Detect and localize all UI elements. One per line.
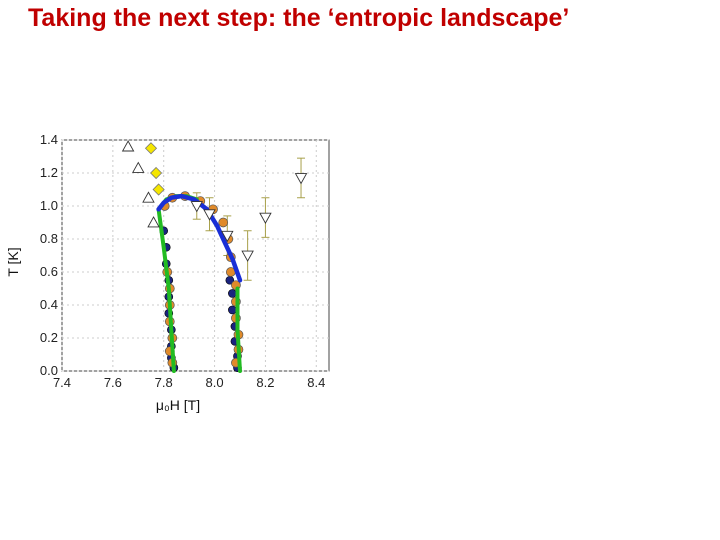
y-tick-label: 1.2 bbox=[40, 165, 58, 180]
y-tick-label: 0.0 bbox=[40, 363, 58, 378]
y-tick-label: 1.0 bbox=[40, 198, 58, 213]
y-tick-label: 1.4 bbox=[40, 132, 58, 147]
open-up-triangle-point bbox=[147, 216, 160, 228]
open-down-triangle-point bbox=[221, 230, 234, 243]
x-tick-label: 8.0 bbox=[206, 375, 224, 390]
yellow-diamond-point bbox=[152, 183, 165, 196]
open-down-triangle-point bbox=[190, 201, 204, 213]
open-down-triangle-point bbox=[203, 209, 216, 221]
x-tick-labels: 7.4 7.6 7.8 8.0 8.2 8.4 bbox=[53, 375, 325, 390]
yellow-diamond-point bbox=[150, 166, 163, 180]
y-tick-label: 0.2 bbox=[40, 330, 58, 345]
x-tick-label: 8.2 bbox=[256, 375, 274, 390]
y-tick-labels: 0.0 0.2 0.4 0.6 0.8 1.0 1.2 1.4 bbox=[40, 132, 58, 378]
open-up-triangle-point bbox=[142, 191, 155, 203]
slide-title: Taking the next step: the ‘entropic land… bbox=[28, 4, 570, 32]
navy-circle-point bbox=[228, 289, 237, 298]
y-tick-label: 0.6 bbox=[40, 264, 58, 279]
x-tick-label: 8.4 bbox=[307, 375, 325, 390]
x-tick-label: 7.8 bbox=[155, 375, 173, 390]
plot-frame bbox=[61, 139, 330, 372]
y-tick-label: 0.4 bbox=[40, 297, 58, 312]
green-line-left bbox=[156, 207, 176, 373]
navy-circle-point bbox=[228, 305, 237, 315]
x-tick-label: 7.4 bbox=[53, 375, 71, 390]
data-marks bbox=[121, 140, 308, 373]
x-tick-label: 7.6 bbox=[104, 375, 122, 390]
yellow-diamond-point bbox=[144, 142, 158, 155]
orange-circle-point bbox=[218, 217, 229, 228]
x-axis-label: μ₀H [T] bbox=[156, 397, 200, 413]
open-up-triangle-point bbox=[121, 140, 135, 152]
green-line-right bbox=[235, 286, 242, 373]
open-down-triangle-point bbox=[294, 173, 308, 185]
y-tick-label: 0.8 bbox=[40, 231, 58, 246]
open-down-triangle-point bbox=[259, 212, 272, 224]
y-axis-label: T [K] bbox=[5, 247, 21, 276]
open-up-triangle-point bbox=[132, 161, 145, 173]
open-down-triangle-point bbox=[241, 250, 254, 262]
